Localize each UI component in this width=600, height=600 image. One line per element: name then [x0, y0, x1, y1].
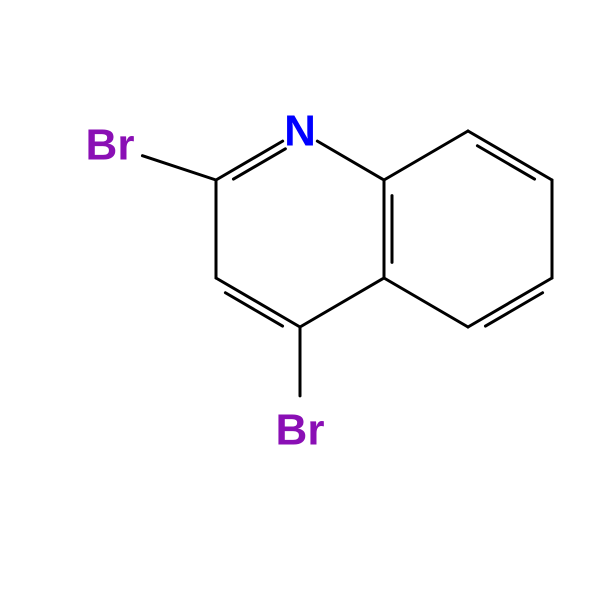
- atom-label-Br2: Br: [86, 121, 135, 170]
- molecule-canvas: N Br Br: [0, 0, 600, 600]
- atom-label-Br4: Br: [276, 406, 325, 455]
- canvas-background: [0, 0, 600, 600]
- atom-label-N1: N: [284, 107, 316, 156]
